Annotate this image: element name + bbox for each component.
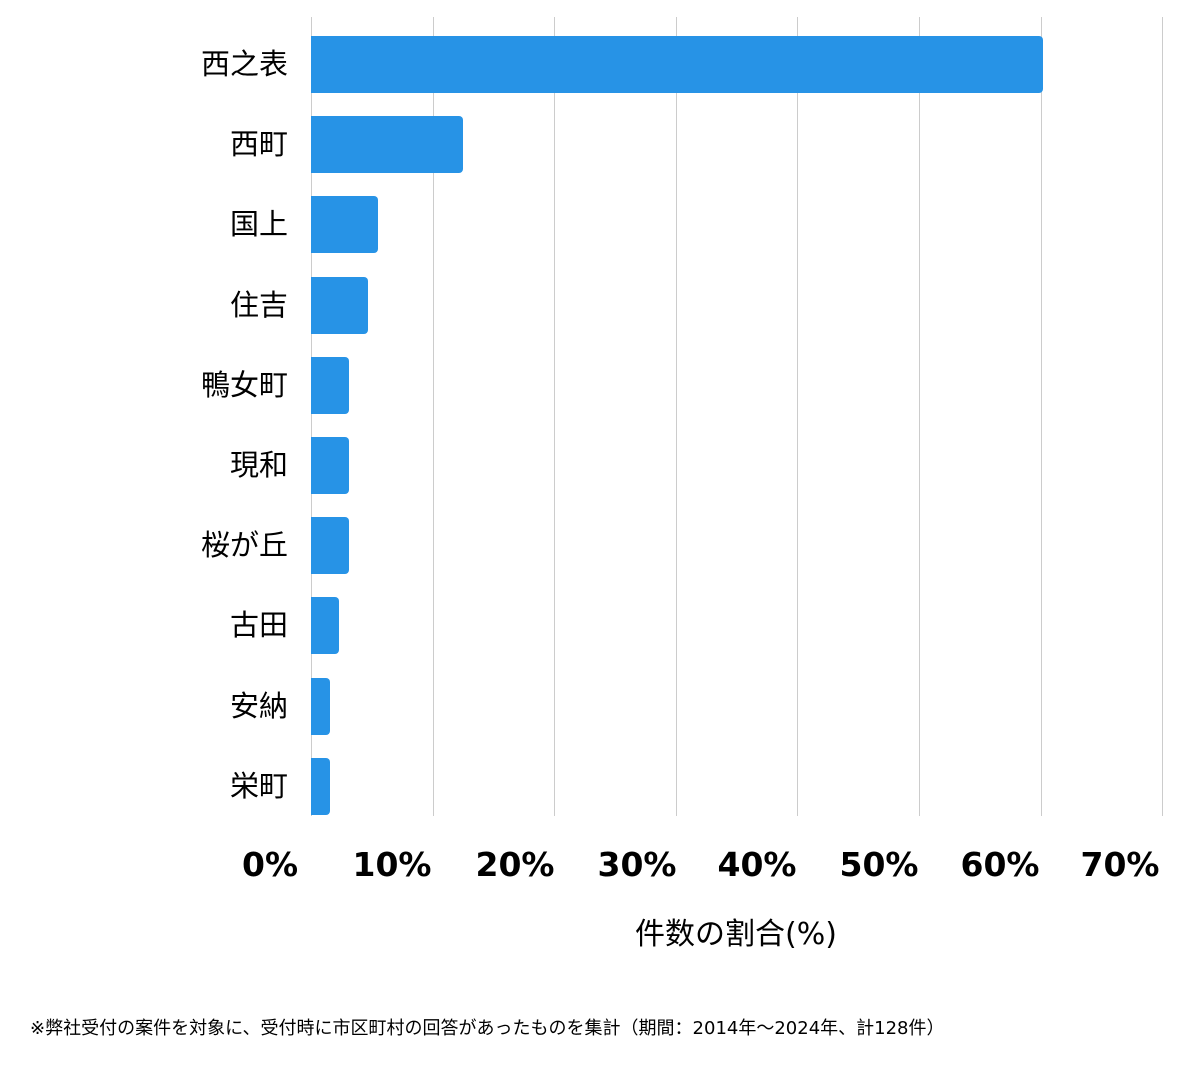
x-tick-label: 70% xyxy=(1080,845,1160,884)
gridline xyxy=(1040,17,1042,816)
gridline xyxy=(919,17,920,816)
x-tick-label: 0% xyxy=(241,845,299,884)
x-tick-label: 10% xyxy=(352,845,432,884)
bar xyxy=(311,196,378,254)
x-tick-label: 40% xyxy=(717,845,797,884)
category-label: 現和 xyxy=(229,448,288,482)
category-label: 西町 xyxy=(229,127,288,162)
footnote: ※弊社受付の案件を対象に、受付時に市区町村の回答があったものを集計（期間：201… xyxy=(30,1018,945,1039)
category-label: 鴨女町 xyxy=(200,367,288,402)
bar xyxy=(311,36,1044,93)
gridline xyxy=(797,17,799,816)
gridline xyxy=(311,17,312,816)
category-label: 安納 xyxy=(229,688,288,723)
category-label: 古田 xyxy=(229,608,288,643)
x-tick-label: 60% xyxy=(960,845,1040,884)
bar xyxy=(311,437,349,494)
bar xyxy=(311,517,349,575)
bar xyxy=(311,356,349,414)
bar xyxy=(311,116,463,174)
x-tick-label: 50% xyxy=(839,845,919,884)
category-label: 桜が丘 xyxy=(200,528,288,563)
x-axis-label: 件数の割合(%) xyxy=(635,917,837,952)
bar xyxy=(311,597,339,655)
gridline xyxy=(1162,17,1164,816)
bar xyxy=(311,677,331,735)
category-label: 西之表 xyxy=(200,47,288,81)
bar xyxy=(311,276,369,334)
bar xyxy=(311,757,331,815)
category-label: 栄町 xyxy=(229,768,288,803)
gridline xyxy=(675,17,677,816)
gridline xyxy=(432,17,434,816)
category-label: 国上 xyxy=(229,207,288,242)
gridline xyxy=(554,17,556,816)
category-label: 住吉 xyxy=(229,287,288,322)
x-tick-label: 30% xyxy=(597,845,677,884)
x-tick-label: 20% xyxy=(475,845,555,884)
